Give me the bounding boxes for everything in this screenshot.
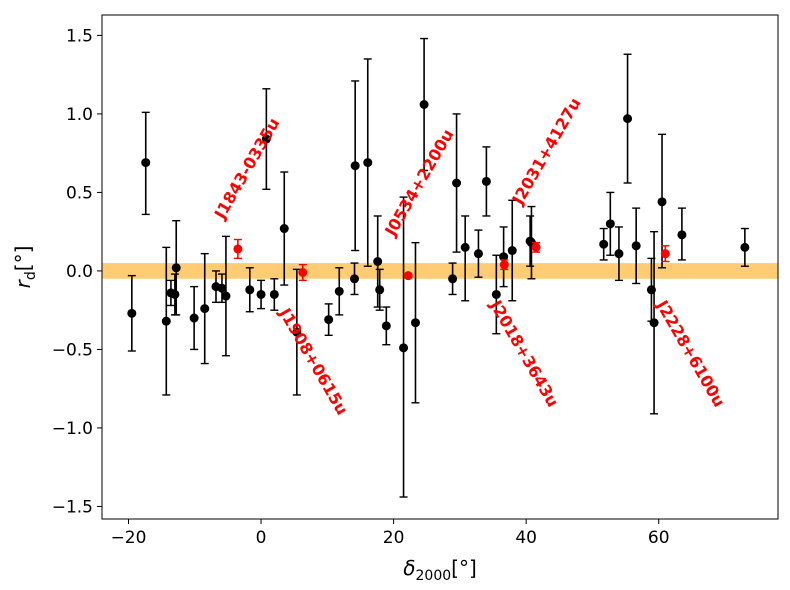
y-tick-label: −1.0 [52, 419, 93, 439]
data-point [350, 274, 360, 284]
series-pulsars [127, 37, 750, 498]
y-axis-label-sub: d [23, 271, 39, 280]
data-point [261, 134, 271, 144]
data-point [507, 246, 517, 256]
data-point [410, 318, 420, 328]
x-tick-label: 60 [648, 528, 670, 548]
data-point [245, 285, 255, 295]
x-axis-ticks: −20 0 20 40 60 [111, 519, 670, 548]
data-point [419, 99, 429, 109]
data-point [649, 318, 659, 328]
data-point [740, 242, 750, 252]
data-point [657, 197, 667, 207]
x-axis-label-sub: 2000 [416, 568, 452, 584]
data-point [677, 230, 687, 240]
x-tick-label: 40 [515, 528, 537, 548]
data-point [448, 274, 458, 284]
y-axis-label: rd[°] [11, 246, 39, 289]
data-point [373, 257, 383, 267]
data-point [660, 249, 670, 259]
data-point [334, 286, 344, 296]
data-point [399, 343, 409, 353]
data-point [623, 114, 633, 124]
data-point [531, 242, 541, 252]
data-point [481, 176, 491, 186]
x-axis-label: δ2000[°] [403, 556, 477, 584]
data-point [491, 289, 501, 299]
data-point [233, 244, 243, 254]
data-point [221, 291, 231, 301]
data-point [381, 321, 391, 331]
data-point [460, 242, 470, 252]
data-point [217, 283, 227, 293]
data-point [363, 158, 373, 168]
data-point [599, 239, 609, 249]
series-highlighted [233, 238, 670, 282]
plot-frame [101, 14, 779, 520]
data-point [350, 161, 360, 171]
data-point [631, 241, 641, 251]
x-tick-label: −20 [111, 528, 147, 548]
x-tick-label: 0 [256, 528, 267, 548]
x-axis-label-unit: [°] [451, 556, 477, 580]
data-point [170, 289, 180, 299]
band-layer [102, 263, 778, 279]
data-point [269, 289, 279, 299]
data-point [499, 260, 509, 270]
data-point [452, 178, 462, 188]
data-point [375, 285, 385, 295]
y-tick-label: 0.0 [66, 262, 93, 282]
data-point [499, 252, 509, 262]
marks-layer [127, 37, 750, 498]
y-axis-label-main: r [11, 278, 35, 288]
data-point [324, 315, 334, 325]
y-tick-label: −0.5 [52, 340, 93, 360]
y-axis-ticks: −1.5 −1.0 −0.5 0.0 0.5 1.0 1.5 [52, 26, 102, 517]
data-point [614, 249, 624, 259]
data-point [605, 219, 615, 229]
data-point [171, 263, 181, 273]
data-point [403, 271, 413, 281]
data-point [256, 289, 266, 299]
y-tick-label: 1.0 [66, 105, 93, 125]
y-tick-label: −1.5 [52, 497, 93, 517]
data-point [200, 304, 210, 314]
data-point [141, 158, 151, 168]
y-axis-label-unit: [°] [11, 246, 35, 272]
x-tick-label: 20 [383, 528, 405, 548]
data-point [127, 308, 137, 318]
reference-band [102, 263, 778, 279]
data-point [279, 224, 289, 234]
y-tick-label: 1.5 [66, 26, 93, 46]
data-point [189, 313, 199, 323]
data-point [292, 327, 302, 337]
data-point [298, 267, 308, 277]
y-tick-label: 0.5 [66, 183, 93, 203]
data-point [161, 316, 171, 326]
data-point [473, 249, 483, 259]
x-axis-label-main: δ [403, 556, 415, 580]
